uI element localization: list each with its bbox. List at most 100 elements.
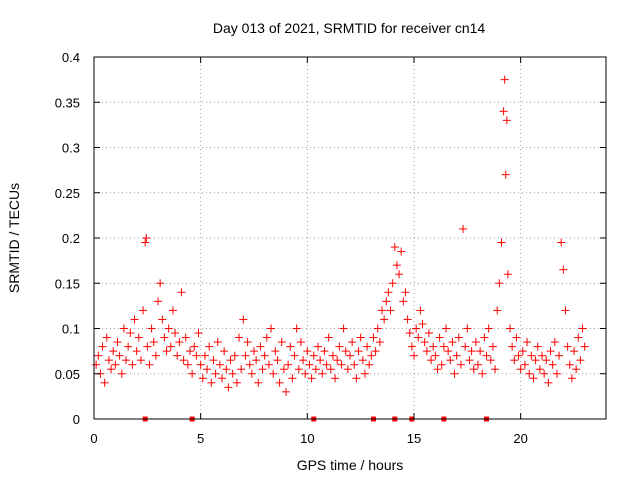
data-point [107, 365, 116, 374]
data-point [271, 347, 280, 356]
data-point [158, 315, 167, 324]
data-point [122, 356, 130, 365]
data-point [506, 324, 514, 333]
data-point [510, 356, 519, 365]
data-point [561, 306, 570, 315]
data-point [555, 351, 564, 360]
data-point [162, 347, 171, 356]
data-point [102, 333, 111, 342]
data-point [239, 315, 248, 324]
data-point [250, 347, 258, 356]
y-tick-label: 0.35 [55, 95, 80, 110]
data-point [173, 351, 182, 360]
data-point [465, 356, 474, 365]
data-point [331, 374, 340, 383]
data-point [188, 369, 197, 378]
data-point [463, 324, 472, 333]
data-point [151, 351, 160, 360]
data-point [132, 347, 141, 356]
y-axis-label: SRMTID / TECUs [6, 183, 22, 293]
data-point [578, 324, 587, 333]
data-point [282, 387, 290, 396]
data-point [469, 365, 478, 374]
data-point [314, 342, 322, 351]
data-point [503, 270, 512, 279]
data-point [570, 347, 578, 356]
data-point [523, 338, 532, 347]
data-point [439, 342, 448, 351]
data-point [335, 342, 344, 351]
data-point [288, 374, 297, 383]
data-point [299, 356, 308, 365]
data-point [205, 342, 214, 351]
data-point [435, 333, 444, 342]
data-point [213, 338, 222, 347]
data-point [145, 360, 154, 369]
data-point [267, 324, 276, 333]
data-point [168, 306, 177, 315]
data-point [471, 338, 480, 347]
data-point [337, 360, 346, 369]
data-point [130, 315, 139, 324]
data-point [124, 342, 133, 351]
data-point [544, 378, 553, 387]
data-point [410, 351, 418, 360]
data-point [514, 351, 523, 360]
data-point [574, 333, 583, 342]
data-point [156, 279, 165, 288]
data-point [218, 374, 226, 383]
data-point [422, 347, 431, 356]
data-point [117, 369, 126, 378]
data-point [508, 342, 517, 351]
data-point [412, 324, 421, 333]
data-point [324, 333, 333, 342]
data-point [450, 369, 459, 378]
data-point [211, 369, 220, 378]
data-point [382, 297, 391, 306]
data-point [190, 342, 199, 351]
data-point [576, 356, 585, 365]
data-point [318, 369, 327, 378]
data-point [499, 107, 508, 116]
data-point [552, 369, 561, 378]
data-point [448, 338, 457, 347]
data-point [128, 360, 137, 369]
data-point [497, 238, 506, 247]
data-point [207, 378, 216, 387]
data-point [142, 234, 151, 242]
data-point [467, 347, 476, 356]
data-point [375, 338, 384, 347]
data-point [254, 378, 263, 387]
data-point [245, 360, 254, 369]
data-point [139, 306, 148, 315]
data-point [171, 329, 180, 338]
data-point [119, 324, 128, 333]
data-point [365, 360, 374, 369]
data-point [307, 374, 316, 383]
data-point [563, 342, 572, 351]
data-point [247, 369, 256, 378]
data-point [548, 360, 557, 369]
data-point [224, 383, 233, 392]
x-tick-labels: 0 5 10 15 20 [90, 431, 528, 446]
data-point [354, 347, 363, 356]
data-point [326, 365, 335, 374]
x-tick-label: 15 [407, 431, 421, 446]
data-point [192, 351, 201, 360]
data-point [228, 369, 237, 378]
data-point [186, 347, 194, 356]
y-tick-label: 0.25 [55, 186, 80, 201]
data-point [316, 356, 325, 365]
data-point [418, 319, 427, 328]
data-point [527, 351, 536, 360]
data-point [333, 356, 342, 365]
data-point [277, 338, 286, 347]
data-point [502, 116, 511, 125]
data-point [550, 338, 559, 347]
data-point [260, 351, 269, 360]
data-point [559, 265, 568, 274]
data-point [424, 329, 433, 338]
data-point [294, 365, 303, 374]
data-point [305, 360, 314, 369]
data-point [474, 360, 482, 369]
